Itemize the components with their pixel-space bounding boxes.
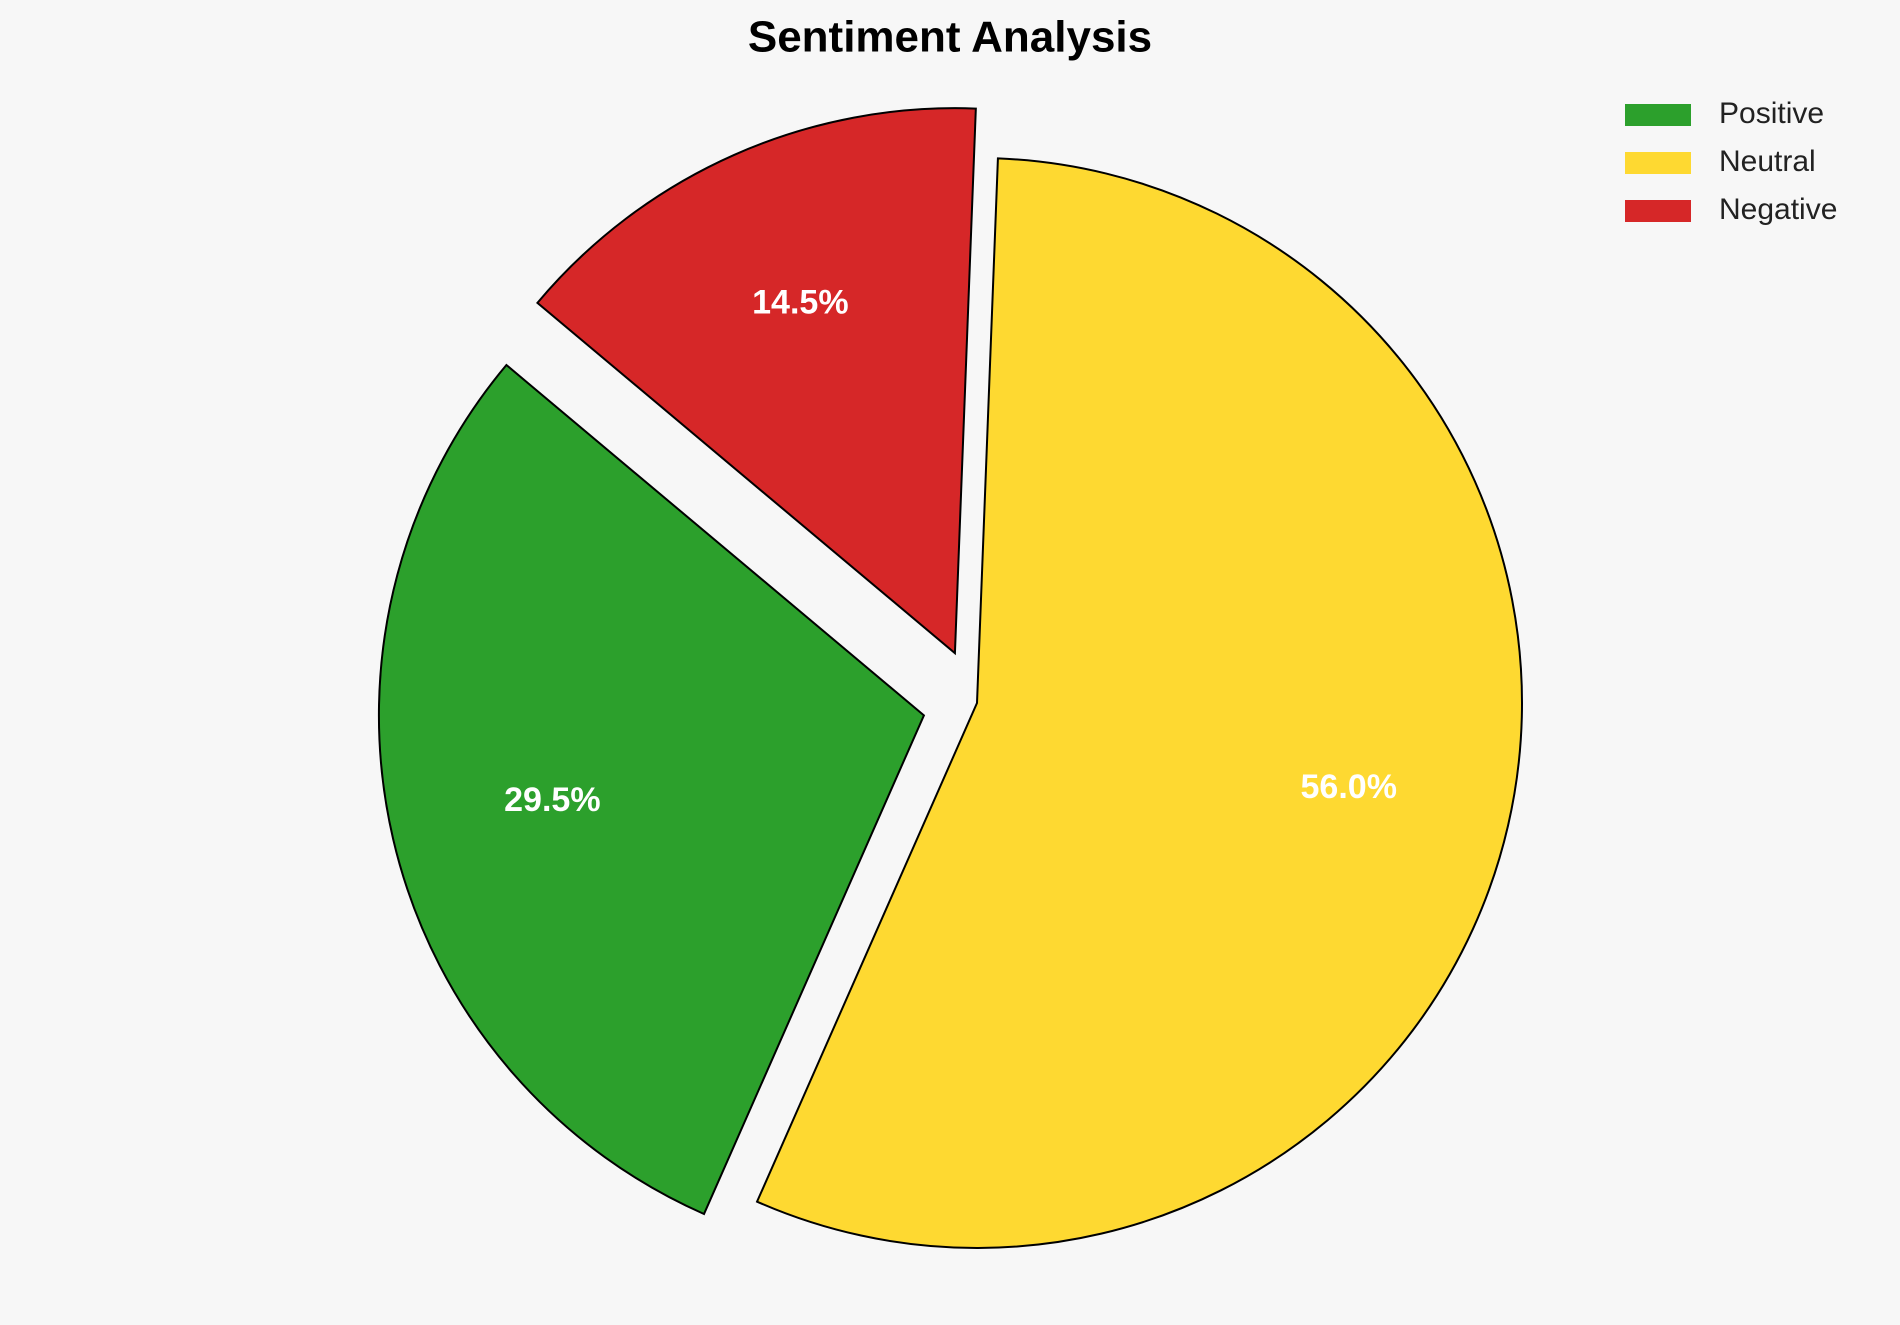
slice-label: 56.0% xyxy=(1301,768,1397,806)
legend-swatch xyxy=(1625,152,1691,174)
legend-label: Negative xyxy=(1719,193,1837,226)
pie-slice xyxy=(377,363,926,1216)
legend-swatch xyxy=(1625,200,1691,222)
pie-slice xyxy=(755,157,1524,1249)
legend-swatch xyxy=(1625,104,1691,126)
slice-label: 29.5% xyxy=(504,781,600,819)
pie-slice xyxy=(536,107,977,656)
legend-label: Positive xyxy=(1719,97,1824,130)
chart-title: Sentiment Analysis xyxy=(748,13,1152,62)
slice-label: 14.5% xyxy=(752,283,848,321)
legend-label: Neutral xyxy=(1719,145,1816,178)
